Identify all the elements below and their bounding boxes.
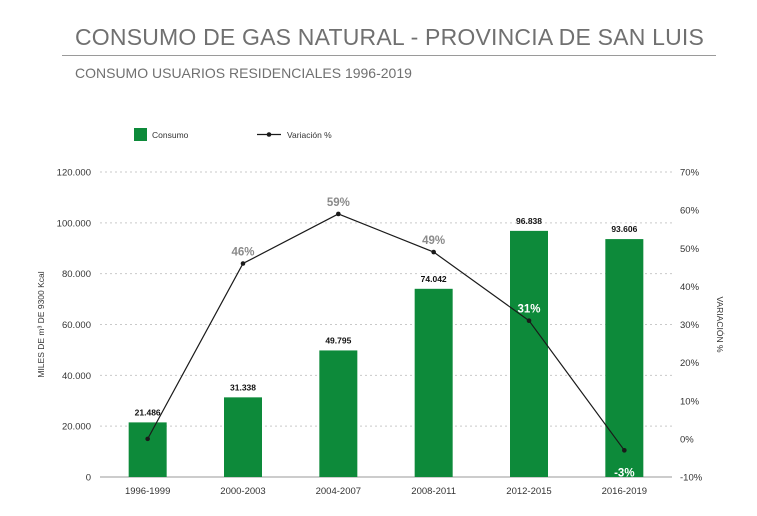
y-axis-title: MILES DE m³ DE 9300 Kcal	[36, 271, 46, 377]
data-labels: 21.486 31.338 49.795 74.042 96.838 93.606 46% 5…	[135, 197, 638, 479]
bar-value-label: 74.042	[421, 274, 447, 284]
y-tick-label: 20.000	[62, 422, 91, 433]
variation-polyline	[147, 213, 625, 451]
variation-point	[622, 448, 627, 453]
y-right-tick-label: 30%	[680, 320, 700, 331]
legend-swatch-consumo	[134, 128, 147, 141]
y-right-tick-label: 0%	[680, 434, 694, 445]
y-right-tick-label: 60%	[680, 206, 700, 217]
x-tick-label: 2008-2011	[411, 486, 456, 497]
axes: 0 20.000 40.000 60.000 80.000 100.000 120.000 -…	[36, 168, 725, 498]
bar	[510, 230, 548, 477]
bar-value-label: 93.606	[611, 224, 637, 234]
y-tick-label: 100.000	[57, 218, 91, 229]
y-tick-label: 80.000	[62, 269, 91, 280]
variation-point	[526, 318, 532, 323]
variation-value-label: 49%	[422, 235, 445, 247]
variation-value-label: -3%	[614, 467, 634, 479]
y-right-tick-label: 70%	[680, 168, 700, 179]
bar-value-label: 31.338	[230, 382, 256, 392]
legend-label-consumo: Consumo	[152, 130, 189, 140]
variation-value-label: 59%	[327, 197, 350, 209]
y-right-tick-label: -10%	[680, 473, 703, 484]
variation-line	[145, 211, 627, 453]
legend: Consumo Variación %	[134, 128, 332, 141]
x-tick-label: 1996-1999	[125, 486, 170, 497]
bar	[128, 422, 167, 477]
y-right-tick-label: 40%	[680, 282, 700, 293]
legend-label-variacion: Variación %	[287, 130, 332, 140]
legend-marker-variacion	[266, 132, 272, 137]
y-right-tick-label: 10%	[680, 396, 700, 407]
y-right-axis-title: VARIACIÓN %	[715, 296, 725, 352]
bar-value-label: 96.838	[516, 216, 542, 226]
bar	[319, 350, 358, 477]
y-right-tick-label: 20%	[680, 358, 700, 369]
variation-point	[145, 436, 150, 442]
variation-value-label: 31%	[517, 304, 540, 316]
title-divider	[62, 55, 716, 56]
variation-point	[240, 261, 246, 266]
chart-subtitle: CONSUMO USUARIOS RESIDENCIALES 1996-2019	[75, 65, 412, 81]
x-tick-label: 2004-2007	[316, 486, 361, 497]
grid-lines	[100, 171, 672, 427]
y-tick-label: 120.000	[57, 168, 91, 179]
x-tick-label: 2012-2015	[506, 486, 551, 497]
bar-value-label: 49.795	[325, 335, 351, 345]
x-tick-label: 2016-2019	[602, 486, 647, 497]
bar-value-label: 21.486	[135, 407, 161, 417]
y-tick-label: 0	[86, 473, 91, 484]
y-tick-label: 40.000	[62, 371, 91, 382]
bar	[414, 288, 453, 477]
variation-value-label: 46%	[231, 247, 254, 259]
variation-point	[336, 211, 341, 217]
bar	[605, 239, 644, 477]
y-right-tick-label: 50%	[680, 244, 700, 255]
chart-title: CONSUMO DE GAS NATURAL - PROVINCIA DE SA…	[75, 24, 705, 50]
y-tick-label: 60.000	[62, 320, 91, 331]
variation-point	[431, 249, 436, 255]
x-tick-label: 2000-2003	[220, 486, 265, 497]
bar	[224, 397, 262, 477]
bars	[128, 230, 644, 477]
